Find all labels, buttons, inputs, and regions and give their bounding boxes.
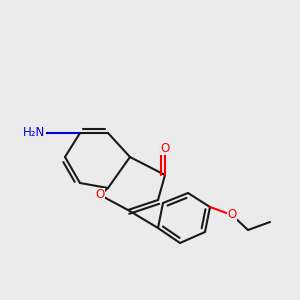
Text: O: O — [160, 142, 169, 154]
Text: H₂N: H₂N — [23, 127, 45, 140]
Text: O: O — [95, 188, 105, 202]
Text: O: O — [227, 208, 237, 221]
